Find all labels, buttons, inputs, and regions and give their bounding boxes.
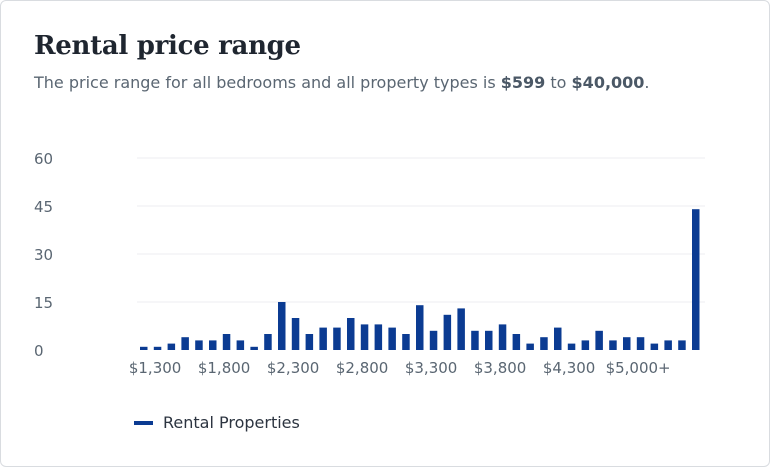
bar[interactable] — [471, 330, 479, 350]
bar[interactable] — [333, 327, 341, 350]
bar[interactable] — [512, 334, 521, 350]
bar[interactable] — [167, 343, 176, 350]
bar[interactable] — [181, 337, 189, 350]
x-tick-label: $4,300 — [543, 359, 596, 377]
y-tick-label: 0 — [34, 342, 44, 360]
chart-title: Rental price range — [34, 31, 301, 61]
bar[interactable] — [457, 308, 465, 350]
bar[interactable] — [678, 340, 686, 350]
bar[interactable] — [236, 340, 245, 350]
y-tick-label: 15 — [34, 294, 53, 312]
bar[interactable] — [153, 346, 162, 350]
subtitle-mid: to — [545, 73, 572, 92]
bar[interactable] — [650, 343, 659, 350]
bar[interactable] — [623, 337, 631, 350]
bar[interactable] — [264, 334, 272, 350]
bar[interactable] — [140, 346, 148, 350]
bar[interactable] — [692, 209, 700, 350]
bar[interactable] — [347, 318, 355, 350]
bar[interactable] — [416, 305, 424, 350]
bar[interactable] — [554, 327, 562, 350]
bar[interactable] — [498, 324, 507, 350]
legend-label: Rental Properties — [163, 413, 300, 432]
bar[interactable] — [664, 340, 672, 350]
bar[interactable] — [609, 340, 617, 350]
bar[interactable] — [567, 343, 576, 350]
bar[interactable] — [526, 343, 534, 350]
bar[interactable] — [443, 314, 452, 350]
bar-chart: 0 15 30 45 60 $1,300 $1,800 $2,300 $2,800 $3,300 $… — [34, 150, 705, 377]
bar[interactable] — [388, 327, 396, 350]
y-tick-label: 60 — [34, 150, 53, 168]
bar[interactable] — [595, 330, 603, 350]
bar[interactable] — [319, 327, 327, 350]
legend[interactable]: Rental Properties — [134, 413, 300, 432]
y-tick-label: 45 — [34, 198, 53, 216]
bar[interactable] — [209, 340, 217, 350]
min-price: $599 — [500, 73, 546, 92]
bar[interactable] — [278, 302, 286, 350]
x-tick-label: $1,800 — [198, 359, 251, 377]
x-tick-label: $2,300 — [267, 359, 320, 377]
bar[interactable] — [222, 334, 231, 350]
bar[interactable] — [195, 340, 203, 350]
max-price: $40,000 — [571, 73, 645, 92]
subtitle-suffix: . — [644, 73, 650, 92]
bar[interactable] — [485, 330, 493, 350]
bar[interactable] — [374, 324, 383, 350]
bar[interactable] — [402, 334, 410, 350]
x-tick-label: $5,000+ — [606, 359, 671, 377]
subtitle-prefix: The price range for all bedrooms and all… — [34, 73, 501, 92]
bar[interactable] — [540, 337, 548, 350]
x-tick-label: $1,300 — [129, 359, 182, 377]
bar[interactable] — [429, 330, 438, 350]
bar[interactable] — [360, 324, 369, 350]
y-tick-label: 30 — [34, 246, 53, 264]
legend-swatch — [134, 420, 153, 425]
bar[interactable] — [305, 334, 314, 350]
bar[interactable] — [250, 346, 258, 350]
bar[interactable] — [581, 340, 590, 350]
x-tick-label: $3,800 — [474, 359, 527, 377]
x-tick-label: $2,800 — [336, 359, 389, 377]
bar[interactable] — [291, 318, 300, 350]
chart-subtitle: The price range for all bedrooms and all… — [34, 73, 650, 92]
x-tick-label: $3,300 — [405, 359, 458, 377]
bar[interactable] — [636, 337, 645, 350]
